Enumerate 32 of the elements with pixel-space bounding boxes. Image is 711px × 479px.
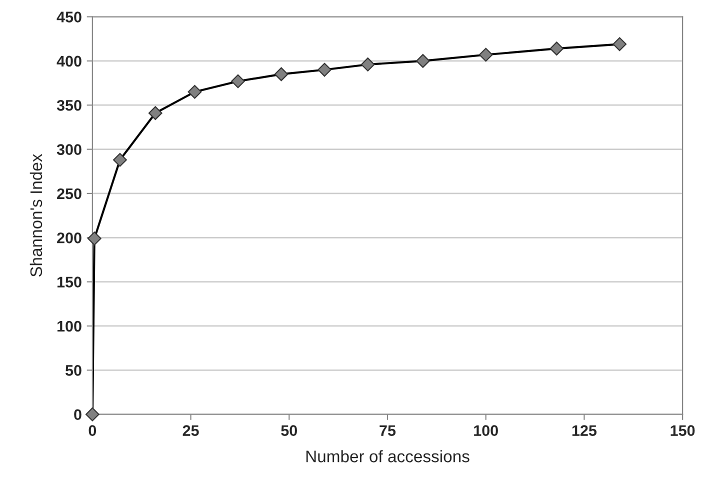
x-tick-label: 50	[281, 425, 298, 436]
x-tick-label: 150	[670, 425, 695, 436]
point	[148, 106, 162, 120]
y-tick-label: 250	[57, 188, 82, 200]
y-tick-label: 200	[57, 232, 82, 244]
x-tick-label: 100	[474, 425, 498, 436]
point	[87, 232, 102, 246]
x-tick-label: 125	[572, 425, 597, 436]
x-tick-label: 25	[182, 425, 199, 436]
x-tick-label: 75	[380, 425, 396, 436]
y-tick-label: 400	[56, 56, 82, 67]
y-axis-title: Shannon's Index	[30, 154, 42, 277]
point	[478, 48, 493, 62]
point	[360, 58, 375, 72]
point	[113, 152, 127, 167]
y-tick-label: 150	[57, 276, 82, 288]
x-axis-title: Number of accessions	[306, 450, 470, 462]
y-tick-label: 0	[74, 409, 82, 420]
point	[318, 62, 332, 77]
point	[231, 74, 245, 88]
point	[188, 84, 202, 99]
point	[85, 407, 100, 422]
y-tick-label: 50	[65, 365, 82, 376]
point	[274, 67, 288, 82]
point	[612, 37, 627, 52]
y-tick-label: 100	[57, 320, 82, 332]
point	[416, 54, 430, 68]
y-tick-label: 300	[56, 144, 82, 155]
point	[550, 42, 564, 56]
y-tick-label: 450	[56, 12, 82, 22]
x-tick-label: 0	[88, 425, 96, 436]
y-tick-label: 350	[56, 100, 82, 111]
